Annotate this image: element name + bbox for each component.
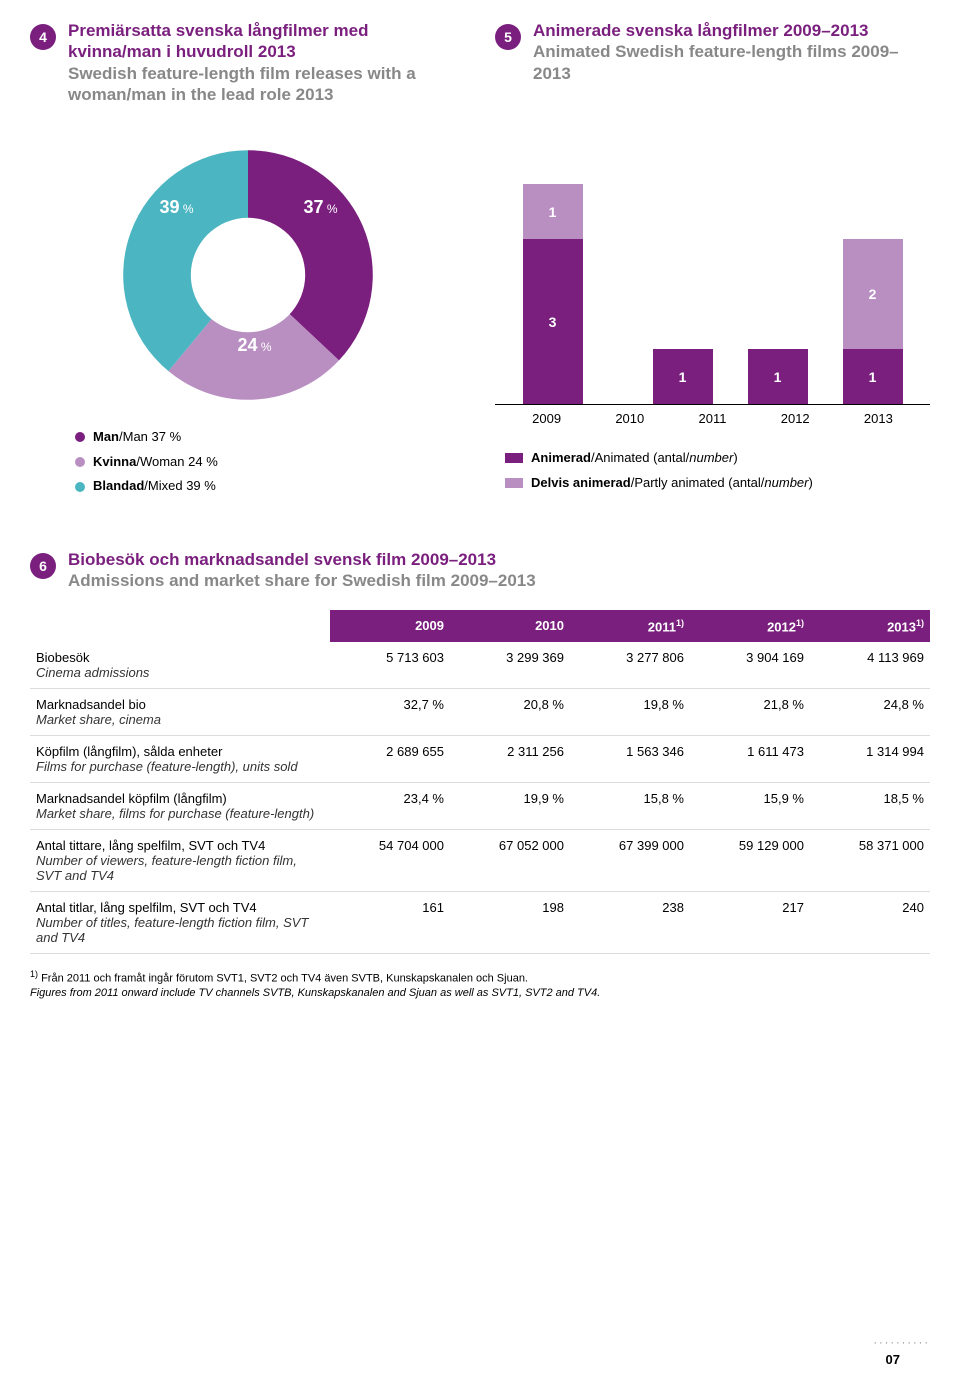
section4-title-en: Swedish feature-length film releases wit…: [68, 63, 465, 106]
table-row: BiobesökCinema admissions5 713 6033 299 …: [30, 642, 930, 689]
table-row: Köpfilm (långfilm), sålda enheterFilms f…: [30, 735, 930, 782]
table-cell: 58 371 000: [810, 829, 930, 891]
table-cell: 59 129 000: [690, 829, 810, 891]
row-label: Köpfilm (långfilm), sålda enheterFilms f…: [30, 735, 330, 782]
donut-slice-label: 39 %: [160, 197, 194, 218]
section5-title-en: Animated Swedish feature-length films 20…: [533, 41, 930, 84]
row-label: Marknadsandel bioMarket share, cinema: [30, 688, 330, 735]
footnote-sv: Från 2011 och framåt ingår förutom SVT1,…: [41, 973, 528, 985]
table-cell: 24,8 %: [810, 688, 930, 735]
section6-title-en: Admissions and market share for Swedish …: [68, 570, 536, 591]
donut-chart-box: 37 % 24 % 39 % Man/Man 37 % Kvinna/Woman 2…: [30, 135, 465, 499]
table-col-header: 20121): [690, 610, 810, 642]
footnote-en: Figures from 2011 onward include TV chan…: [30, 986, 930, 1001]
donut-svg: [118, 145, 378, 405]
bar-column: 1: [748, 349, 808, 404]
table-cell: 18,5 %: [810, 782, 930, 829]
table-cell: 15,9 %: [690, 782, 810, 829]
page-dots: ··········: [873, 1337, 930, 1349]
table-cell: 67 052 000: [450, 829, 570, 891]
x-tick-label: 2009: [532, 411, 561, 426]
bar-segment: 1: [748, 349, 808, 404]
x-tick-label: 2010: [615, 411, 644, 426]
table-cell: 2 689 655: [330, 735, 450, 782]
table-cell: 67 399 000: [570, 829, 690, 891]
table-cell: 21,8 %: [690, 688, 810, 735]
section-5-header: 5 Animerade svenska långfilmer 2009–2013…: [495, 20, 930, 105]
bar-segment: 3: [523, 239, 583, 404]
table-cell: 1 314 994: [810, 735, 930, 782]
row-label: BiobesökCinema admissions: [30, 642, 330, 689]
donut-legend: Man/Man 37 % Kvinna/Woman 24 % Blandad/M…: [30, 425, 465, 499]
table-cell: 54 704 000: [330, 829, 450, 891]
table-col-header: 2009: [330, 610, 450, 642]
table-cell: 238: [570, 891, 690, 953]
donut-slice-label: 37 %: [304, 197, 338, 218]
table-cell: 198: [450, 891, 570, 953]
legend-item: Kvinna/Woman 24 %: [75, 450, 465, 475]
table-cell: 32,7 %: [330, 688, 450, 735]
table-row: Marknadsandel bioMarket share, cinema32,…: [30, 688, 930, 735]
table-col-header: 2010: [450, 610, 570, 642]
section4-title-sv: Premiärsatta svenska långfilmer med kvin…: [68, 20, 465, 63]
x-tick-label: 2012: [781, 411, 810, 426]
legend-item: Animerad/Animated (antal/number): [505, 446, 930, 471]
table-row: Antal titlar, lång spelfilm, SVT och TV4…: [30, 891, 930, 953]
bar-segment: 1: [653, 349, 713, 404]
table-cell: 217: [690, 891, 810, 953]
table-col-header: 20131): [810, 610, 930, 642]
table-cell: 161: [330, 891, 450, 953]
table-cell: 4 113 969: [810, 642, 930, 689]
top-titles: 4 Premiärsatta svenska långfilmer med kv…: [30, 20, 930, 105]
section-4-header: 4 Premiärsatta svenska långfilmer med kv…: [30, 20, 465, 105]
section6-title-sv: Biobesök och marknadsandel svensk film 2…: [68, 549, 536, 570]
page-number: 07: [886, 1352, 900, 1367]
bar-column: 13: [523, 184, 583, 404]
table-cell: 19,8 %: [570, 688, 690, 735]
table-cell: 20,8 %: [450, 688, 570, 735]
donut-slice-label: 24 %: [238, 335, 272, 356]
legend-item: Man/Man 37 %: [75, 425, 465, 450]
bar-chart-box: 131121 20092010201120122013 Animerad/Ani…: [495, 135, 930, 499]
row-label: Marknadsandel köpfilm (långfilm)Market s…: [30, 782, 330, 829]
bar-chart: 131121: [495, 145, 930, 405]
table-col-header: 20111): [570, 610, 690, 642]
table-cell: 2 311 256: [450, 735, 570, 782]
row-label: Antal tittare, lång spelfilm, SVT och TV…: [30, 829, 330, 891]
admissions-table: 2009201020111)20121)20131) BiobesökCinem…: [30, 610, 930, 954]
x-tick-label: 2013: [864, 411, 893, 426]
table-row: Marknadsandel köpfilm (långfilm)Market s…: [30, 782, 930, 829]
table-footnote: 1) Från 2011 och framåt ingår förutom SV…: [30, 968, 930, 1001]
table-cell: 23,4 %: [330, 782, 450, 829]
table-cell: 3 299 369: [450, 642, 570, 689]
bar-legend: Animerad/Animated (antal/number) Delvis …: [495, 446, 930, 495]
badge-4: 4: [30, 24, 56, 50]
bar-segment: 1: [843, 349, 903, 404]
table-cell: 240: [810, 891, 930, 953]
section5-title-sv: Animerade svenska långfilmer 2009–2013: [533, 20, 930, 41]
bar-segment: 2: [843, 239, 903, 349]
table-cell: 1 611 473: [690, 735, 810, 782]
table-cell: 19,9 %: [450, 782, 570, 829]
table-cell: 3 904 169: [690, 642, 810, 689]
section-6: 6 Biobesök och marknadsandel svensk film…: [30, 549, 930, 1001]
bar-segment: 1: [523, 184, 583, 239]
badge-5: 5: [495, 24, 521, 50]
legend-item: Delvis animerad/Partly animated (antal/n…: [505, 471, 930, 496]
table-cell: 3 277 806: [570, 642, 690, 689]
charts-row: 37 % 24 % 39 % Man/Man 37 % Kvinna/Woman 2…: [30, 135, 930, 499]
table-cell: 15,8 %: [570, 782, 690, 829]
bar-column: 1: [653, 349, 713, 404]
legend-item: Blandad/Mixed 39 %: [75, 474, 465, 499]
donut-chart: 37 % 24 % 39 %: [118, 145, 378, 405]
table-cell: 5 713 603: [330, 642, 450, 689]
table-row: Antal tittare, lång spelfilm, SVT och TV…: [30, 829, 930, 891]
row-label: Antal titlar, lång spelfilm, SVT och TV4…: [30, 891, 330, 953]
bar-x-axis: 2009 2010 2011 2012 2013: [495, 405, 930, 426]
bar-column: 21: [843, 239, 903, 404]
badge-6: 6: [30, 553, 56, 579]
x-tick-label: 2011: [699, 411, 727, 426]
table-cell: 1 563 346: [570, 735, 690, 782]
